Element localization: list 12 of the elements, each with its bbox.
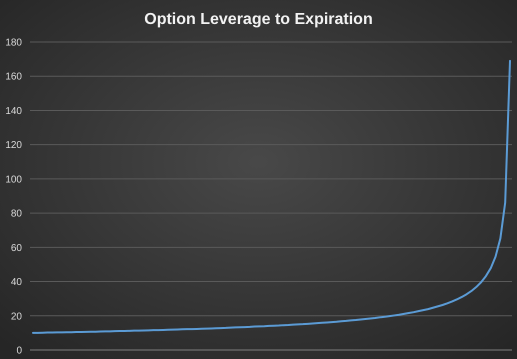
y-tick-label: 100	[5, 174, 22, 186]
y-tick-label: 40	[10, 277, 22, 288]
y-tick-label: 180	[5, 38, 22, 48]
chart-title: Option Leverage to Expiration	[144, 11, 373, 28]
y-tick-label: 0	[16, 346, 22, 356]
line-series	[32, 60, 511, 334]
y-tick-label: 120	[5, 140, 22, 152]
y-tick-label: 160	[5, 72, 22, 83]
y-tick-label: 140	[5, 106, 22, 117]
y-tick-label: 80	[10, 208, 22, 220]
y-tick-label: 20	[10, 311, 22, 322]
y-tick-label: 60	[10, 242, 22, 254]
